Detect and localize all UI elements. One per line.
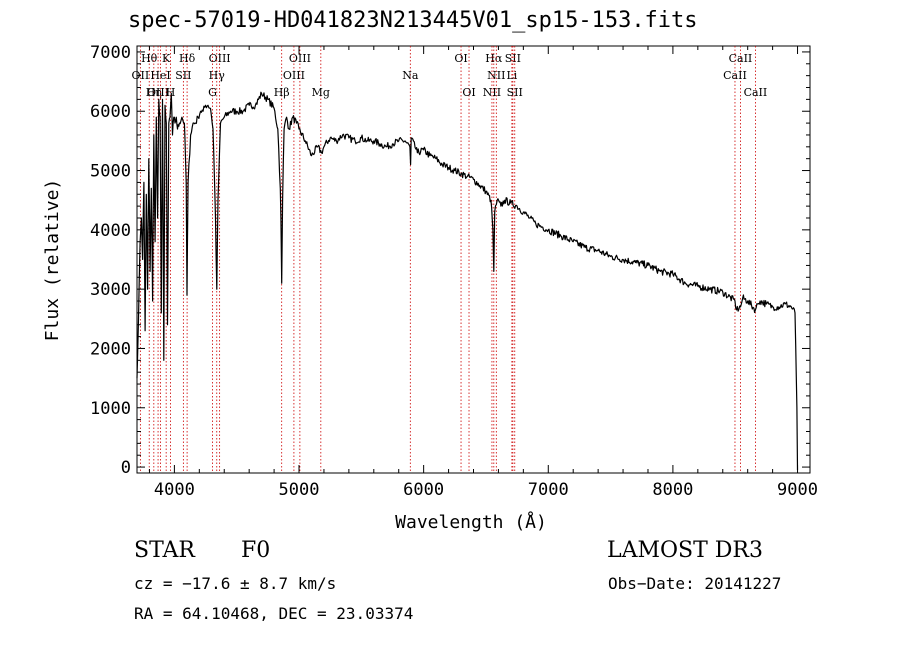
spectrum-line (136, 91, 799, 471)
marker-label: Hδ (179, 52, 196, 65)
marker-label: NII (483, 86, 501, 99)
marker-label: HeI (150, 69, 170, 82)
marker-label: CaII (744, 86, 768, 99)
marker-label: OIII (209, 52, 231, 65)
marker-label: Hβ (274, 86, 290, 99)
marker-label: OIII (283, 69, 305, 82)
x-tick-label: 5000 (279, 480, 320, 500)
coordinates: RA = 64.10468, DEC = 23.03374 (134, 604, 414, 623)
object-type: STAR (134, 538, 195, 563)
object-class: F0 (241, 538, 271, 563)
y-tick-label: 7000 (90, 43, 131, 63)
marker-label: SII (507, 86, 523, 99)
marker-label: OIII (289, 52, 311, 65)
y-tick-label: 6000 (90, 102, 131, 122)
y-axis-label: Flux (relative) (42, 179, 63, 342)
y-tick-label: 3000 (90, 280, 131, 300)
y-tick-label: 1000 (90, 399, 131, 419)
x-tick-label: 6000 (403, 480, 444, 500)
observation-date: Obs−Date: 20141227 (608, 574, 782, 593)
marker-label: Hγ (209, 69, 226, 82)
x-tick-label: 8000 (652, 480, 693, 500)
x-tick-label: 7000 (528, 480, 569, 500)
marker-label: H (166, 86, 176, 99)
y-tick-label: 2000 (90, 339, 131, 359)
marker-label: OI (462, 86, 475, 99)
redshift-velocity: cz = −17.6 ± 8.7 km/s (134, 574, 337, 593)
y-tick-label: 4000 (90, 221, 131, 241)
y-tick-label: 0 (121, 458, 131, 478)
axis-ticks: 4000 5000 6000 7000 8000 9000 0 1000 2000 3000 400… (90, 43, 818, 500)
x-tick-label: 4000 (154, 480, 195, 500)
x-tick-label: 9000 (777, 480, 818, 500)
marker-label: CaII (723, 69, 747, 82)
marker-label: Na (402, 69, 419, 82)
marker-label: OI (454, 52, 467, 65)
marker-label: SII (505, 52, 521, 65)
marker-label: K (162, 52, 171, 65)
survey-name: LAMOST DR3 (607, 538, 763, 563)
y-tick-label: 5000 (90, 162, 131, 182)
chart-title: spec-57019-HD041823N213445V01_sp15-153.f… (128, 8, 698, 33)
marker-label: CaII (729, 52, 753, 65)
marker-label: Hα (485, 52, 503, 65)
marker-label: SII (175, 69, 191, 82)
marker-label: NII (487, 69, 505, 82)
plot-frame (136, 45, 811, 474)
marker-label: Mg (312, 86, 330, 99)
marker-label: Hθ (141, 52, 158, 65)
marker-label: OIII (147, 86, 169, 99)
marker-label: G (208, 86, 217, 99)
x-axis-label: Wavelength (Å) (395, 511, 547, 533)
marker-label: Li (506, 69, 517, 82)
